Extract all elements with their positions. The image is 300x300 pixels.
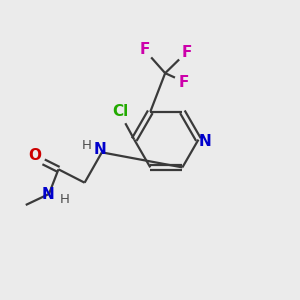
- Text: F: F: [139, 43, 149, 58]
- Text: N: N: [199, 134, 212, 148]
- Text: H: H: [82, 139, 91, 152]
- Text: N: N: [42, 187, 55, 202]
- Text: Cl: Cl: [113, 104, 129, 119]
- Text: H: H: [59, 194, 69, 206]
- Text: O: O: [28, 148, 41, 163]
- Text: F: F: [182, 45, 192, 60]
- Text: F: F: [179, 75, 189, 90]
- Text: N: N: [94, 142, 107, 157]
